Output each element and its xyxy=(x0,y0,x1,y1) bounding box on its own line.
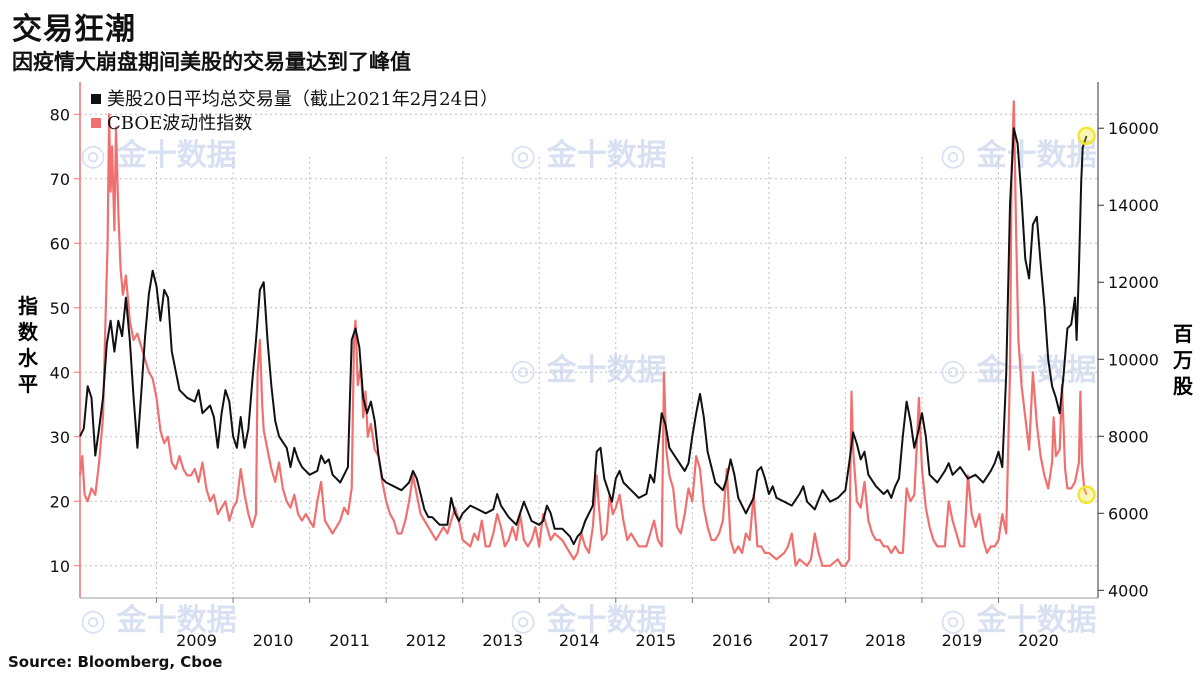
legend-label-volume: 美股20日平均总交易量（截止2021年2月24日） xyxy=(107,89,498,110)
x-tick-label: 2009 xyxy=(176,631,217,650)
watermark-text: ◎ 金十数据 xyxy=(80,603,237,638)
right-tick-label: 14000 xyxy=(1108,196,1159,215)
left-tick-label: 20 xyxy=(50,492,70,511)
right-tick-label: 4000 xyxy=(1108,581,1149,600)
x-tick-label: 2011 xyxy=(329,631,370,650)
left-tick-label: 50 xyxy=(50,299,70,318)
chart-subtitle: 因疫情大崩盘期间美股的交易量达到了峰值 xyxy=(12,49,411,74)
x-tick-label: 2015 xyxy=(635,631,676,650)
x-tick-label: 2014 xyxy=(559,631,600,650)
left-tick-label: 10 xyxy=(50,557,70,576)
chart-title: 交易狂潮 xyxy=(12,12,136,47)
x-tick-label: 2016 xyxy=(712,631,753,650)
watermark-text: ◎ 金十数据 xyxy=(940,603,1097,638)
watermark-text: ◎ 金十数据 xyxy=(510,603,667,638)
right-tick-label: 16000 xyxy=(1108,119,1159,138)
right-axis-title: 百万股 xyxy=(1172,322,1193,398)
legend-label-vix: CBOE波动性指数 xyxy=(107,113,252,134)
highlight-marker xyxy=(1077,126,1096,146)
x-tick-label: 2017 xyxy=(789,631,830,650)
source-note: Source: Bloomberg, Cboe xyxy=(8,653,223,671)
watermark-text: ◎ 金十数据 xyxy=(510,138,667,173)
right-tick-label: 10000 xyxy=(1108,350,1159,369)
series-line-volume xyxy=(79,127,1088,546)
x-tick-label: 2019 xyxy=(942,631,983,650)
left-tick-label: 60 xyxy=(50,234,70,253)
left-tick-label: 80 xyxy=(50,105,70,124)
x-tick-label: 2018 xyxy=(865,631,906,650)
legend-swatch-vix xyxy=(91,118,101,128)
right-tick-label: 6000 xyxy=(1108,504,1149,523)
legend-swatch-volume xyxy=(91,94,101,104)
highlight-marker xyxy=(1077,485,1096,505)
x-tick-label: 2012 xyxy=(406,631,447,650)
watermark-text: ◎ 金十数据 xyxy=(80,138,237,173)
left-tick-label: 70 xyxy=(50,170,70,189)
right-tick-label: 8000 xyxy=(1108,427,1149,446)
right-tick-label: 12000 xyxy=(1108,273,1159,292)
series-line-vix xyxy=(78,100,1088,567)
left-tick-label: 40 xyxy=(50,363,70,382)
watermark-text: ◎ 金十数据 xyxy=(940,353,1097,388)
left-axis-title: 指数水平 xyxy=(18,294,39,396)
left-tick-label: 30 xyxy=(50,428,70,447)
x-tick-label: 2013 xyxy=(482,631,523,650)
x-tick-label: 2020 xyxy=(1018,631,1059,650)
watermark-text: ◎ 金十数据 xyxy=(510,353,667,388)
x-tick-label: 2010 xyxy=(253,631,294,650)
